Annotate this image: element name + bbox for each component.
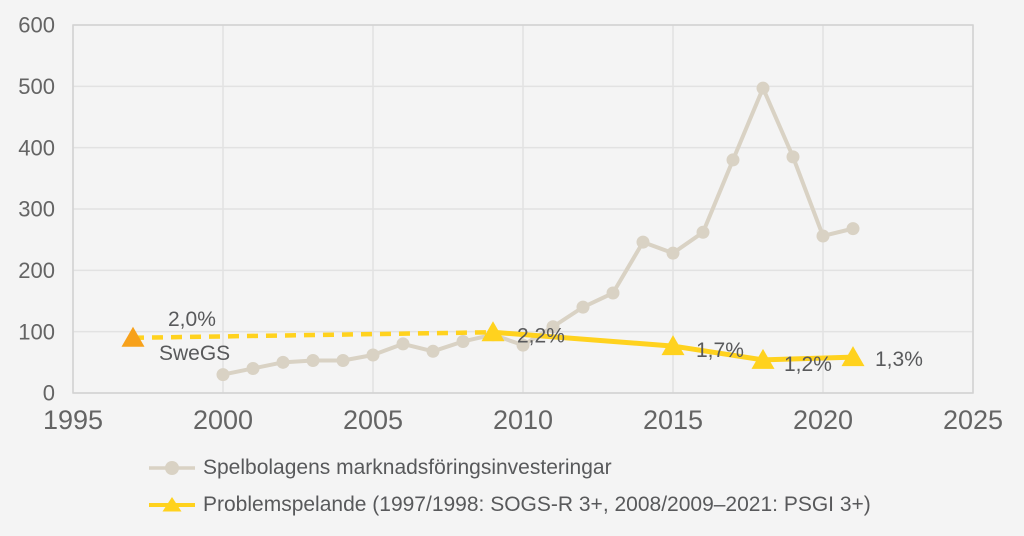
marketing-series-point [216,368,230,382]
marketing-series-point [306,353,320,367]
legend-item-label: Spelbolagens marknadsföringsinvesteringa… [203,456,612,479]
marketing-series-point [786,150,800,164]
marketing-series-point [336,353,350,367]
marketing-series-point [726,153,740,167]
x-axis-tick-label: 2005 [343,405,403,435]
annotation-label: 1,2% [784,353,832,376]
x-axis-tick-label: 2025 [943,405,1003,435]
marketing-series-point [246,361,260,375]
y-axis-tick-label: 500 [18,74,55,99]
marketing-series-point [606,286,620,300]
problem-series-dashed-line [132,330,494,341]
x-axis-tick-label: 2000 [193,405,253,435]
marketing-series-point [276,355,290,369]
y-axis-tick-label: 600 [18,13,55,38]
y-axis-tick-label: 200 [18,258,55,283]
problem-series-triangle-marker [841,346,865,367]
marketing-series-point [366,348,380,362]
marketing-series-point [396,337,410,351]
y-axis-tick-label: 100 [18,319,55,344]
legend-line-circle-icon [149,461,195,475]
annotation-label: 2,0% [168,308,216,331]
legend-item-problem-gambling: Problemspelande (1997/1998: SOGS-R 3+, 2… [148,493,871,517]
marketing-series-point [846,222,860,236]
marketing-series-point [576,300,590,314]
legend-item-marketing: Spelbolagens marknadsföringsinvesteringa… [148,456,871,480]
plot-border [72,24,974,394]
marketing-series-point [636,235,650,249]
x-axis-tick-label: 2015 [643,405,703,435]
problem-series-triangle-marker [481,321,505,342]
problem-series-triangle-marker [661,335,685,356]
marketing-series-point [816,229,830,243]
marketing-series-point [546,320,560,334]
problem-series-first-triangle-marker [121,326,145,347]
marketing-series-point [696,225,710,239]
annotation-label: 1,3% [875,348,923,371]
line-chart: 0 100 200 300 400 500 600 1995 2000 2005 2010 2015 2… [18,13,1003,435]
annotation-label: SweGS [159,342,230,365]
y-axis-tick-label: 400 [18,135,55,160]
x-axis-tick-label: 1995 [43,405,103,435]
marketing-series-point [516,338,530,352]
legend: Spelbolagens marknadsföringsinvesteringa… [148,456,871,517]
x-axis-tick-label: 2010 [493,405,553,435]
problem-series-triangle-marker [751,348,775,369]
annotation-label: 1,7% [696,339,744,362]
annotation-label: 2,2% [517,324,565,347]
marketing-series-point [666,246,680,260]
problem-series-line [492,329,854,363]
legend-item-label: Problemspelande (1997/1998: SOGS-R 3+, 2… [203,493,871,516]
marketing-series-point [426,344,440,358]
marketing-series-point [756,81,770,95]
y-axis-tick-label: 300 [18,197,55,222]
x-axis-tick-label: 2020 [793,405,853,435]
marketing-series-point [456,334,470,348]
legend-line-triangle-icon [149,497,195,512]
y-axis-tick-label: 0 [43,381,55,406]
